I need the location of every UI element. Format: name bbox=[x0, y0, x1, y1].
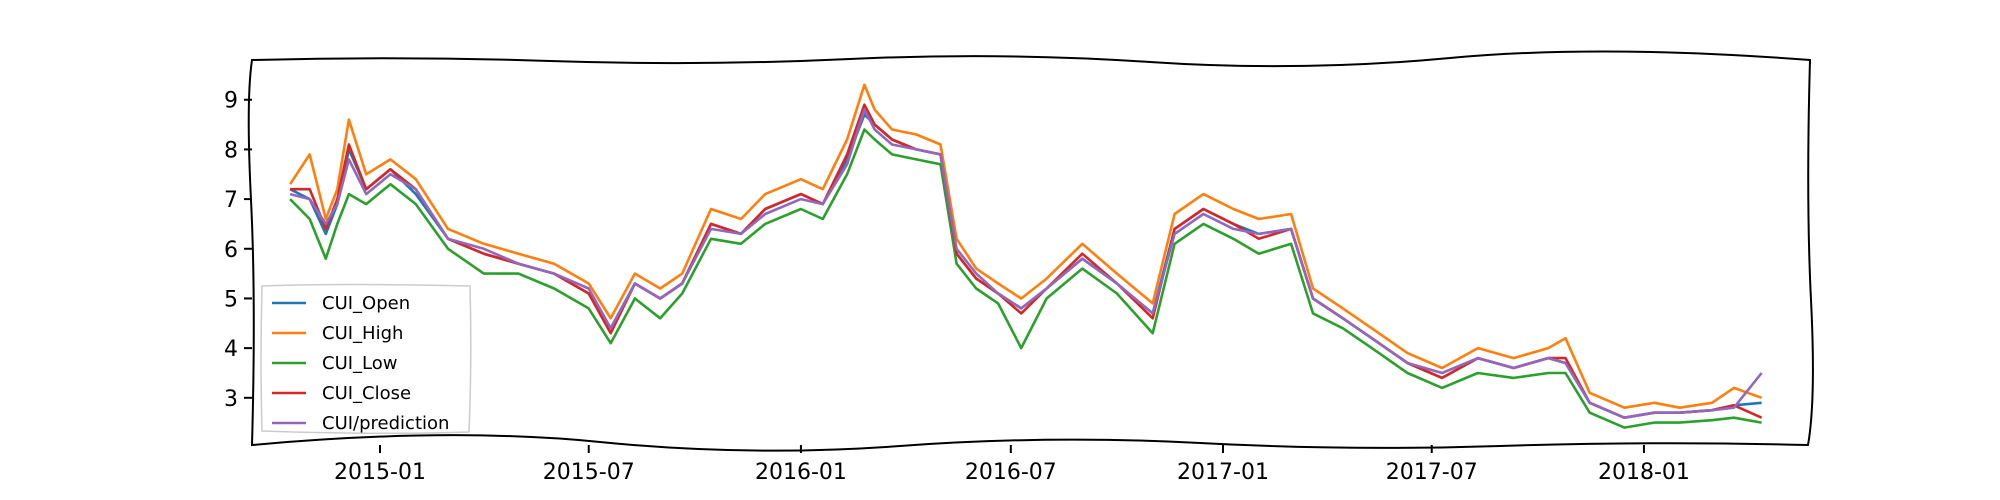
series-line-cui-low bbox=[289, 128, 1762, 429]
y-tick-label: 4 bbox=[224, 337, 238, 362]
x-axis: 2015-01 2015-07 2016-01 2016-07 2017-01 2017-… bbox=[334, 445, 1690, 485]
y-tick-label: 8 bbox=[224, 138, 238, 163]
legend-label-cui-prediction: CUI/prediction bbox=[322, 413, 449, 434]
y-tick-label: 3 bbox=[224, 387, 238, 412]
y-tick-label: 7 bbox=[224, 188, 238, 213]
series-line-cui-open bbox=[289, 113, 1762, 419]
y-tick-label: 9 bbox=[224, 89, 238, 114]
y-axis: 3 4 5 6 7 8 9 bbox=[224, 89, 252, 412]
x-tick-label: 2016-01 bbox=[755, 460, 847, 485]
legend-box bbox=[260, 283, 472, 435]
plot-frame bbox=[247, 50, 1814, 452]
legend-label-cui-low: CUI_Low bbox=[322, 353, 398, 374]
y-tick-label: 5 bbox=[224, 287, 238, 312]
x-tick-label: 2016-07 bbox=[965, 460, 1057, 485]
x-tick-label: 2018-01 bbox=[1598, 460, 1690, 485]
series-layer bbox=[289, 83, 1763, 429]
y-tick-label: 6 bbox=[224, 238, 238, 263]
legend-label-cui-close: CUI_Close bbox=[322, 383, 411, 404]
series-line-cui-high bbox=[289, 83, 1763, 409]
legend-label-cui-open: CUI_Open bbox=[322, 293, 410, 314]
x-tick-label: 2015-01 bbox=[334, 460, 426, 485]
x-tick-label: 2015-07 bbox=[543, 460, 635, 485]
legend-label-cui-high: CUI_High bbox=[322, 323, 403, 344]
legend: CUI_Open CUI_High CUI_Low CUI_Close CUI/pred… bbox=[260, 283, 472, 435]
series-line-cui-prediction bbox=[289, 108, 1763, 419]
x-tick-label: 2017-01 bbox=[1177, 460, 1269, 485]
x-tick-label: 2017-07 bbox=[1386, 460, 1478, 485]
